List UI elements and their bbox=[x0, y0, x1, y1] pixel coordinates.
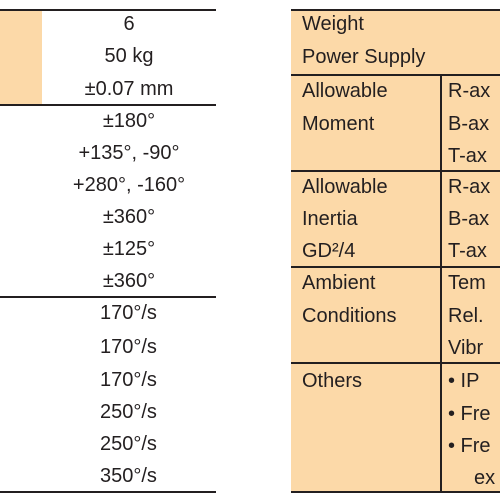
left-value-row: 350°/s bbox=[100, 465, 157, 487]
right-detail-cell: R-ax bbox=[448, 176, 491, 198]
right-detail-column-fill bbox=[441, 74, 500, 492]
right-label-column-fill bbox=[291, 10, 500, 74]
right-label-allowable-inertia: Allowable bbox=[302, 176, 388, 198]
right-rule-moment bbox=[291, 170, 500, 172]
right-label-allowable-inertia: Inertia bbox=[302, 208, 358, 230]
right-detail-cell: • Fre bbox=[448, 403, 491, 425]
right-label-gd2: GD²/4 bbox=[302, 240, 356, 262]
left-value-row: +135°, -90° bbox=[78, 142, 180, 164]
left-value-row: +280°, -160° bbox=[72, 174, 186, 196]
right-top-rule bbox=[291, 9, 500, 11]
left-value-row: 170°/s bbox=[100, 336, 157, 358]
left-value-row: 50 kg bbox=[104, 45, 154, 67]
right-detail-cell: B-ax bbox=[448, 113, 490, 135]
right-label-column-fill bbox=[291, 74, 441, 492]
right-label-ambient-conditions: Conditions bbox=[302, 305, 397, 327]
left-value-row: ±180° bbox=[102, 110, 156, 132]
right-detail-cell: R-ax bbox=[448, 80, 491, 102]
right-rule-inertia bbox=[291, 266, 500, 268]
left-value-row: 170°/s bbox=[100, 302, 157, 324]
right-label-weight: Weight bbox=[302, 13, 364, 35]
right-label-allowable-moment: Allowable bbox=[302, 80, 388, 102]
right-detail-cell: B-ax bbox=[448, 208, 490, 230]
right-detail-cell: Rel. bbox=[448, 305, 484, 327]
left-value-row: ±360° bbox=[102, 206, 156, 228]
right-label-others: Others bbox=[302, 370, 363, 392]
right-label-allowable-moment: Moment bbox=[302, 113, 375, 135]
right-detail-cell: Vibr bbox=[448, 337, 484, 359]
right-bottom-rule bbox=[291, 491, 500, 493]
left-bottom-rule bbox=[0, 491, 216, 493]
left-label-column-fill bbox=[0, 10, 42, 104]
left-value-row: ±0.07 mm bbox=[84, 78, 174, 100]
left-value-row: 250°/s bbox=[100, 433, 157, 455]
right-detail-cell: T-ax bbox=[448, 145, 487, 167]
right-detail-cell: • IP bbox=[448, 370, 480, 392]
right-label-power-supply: Power Supply bbox=[302, 46, 426, 68]
right-detail-cell: T-ax bbox=[448, 240, 487, 262]
right-detail-cell: • Fre bbox=[448, 435, 491, 457]
left-group-rule-1 bbox=[0, 104, 216, 106]
left-group-rule-2 bbox=[0, 296, 216, 298]
left-value-row: ±360° bbox=[102, 270, 156, 292]
left-value-row: 170°/s bbox=[100, 369, 157, 391]
left-value-row: 6 bbox=[123, 13, 135, 35]
left-value-row: ±125° bbox=[102, 238, 156, 260]
left-value-row: 250°/s bbox=[100, 401, 157, 423]
right-rule-power bbox=[291, 74, 500, 76]
right-detail-cell: Tem bbox=[448, 272, 486, 294]
left-top-rule bbox=[0, 9, 216, 11]
right-detail-cell: ex bbox=[474, 467, 496, 489]
right-rule-ambient bbox=[291, 362, 500, 364]
right-column-divider bbox=[440, 74, 442, 492]
right-label-ambient-conditions: Ambient bbox=[302, 272, 376, 294]
